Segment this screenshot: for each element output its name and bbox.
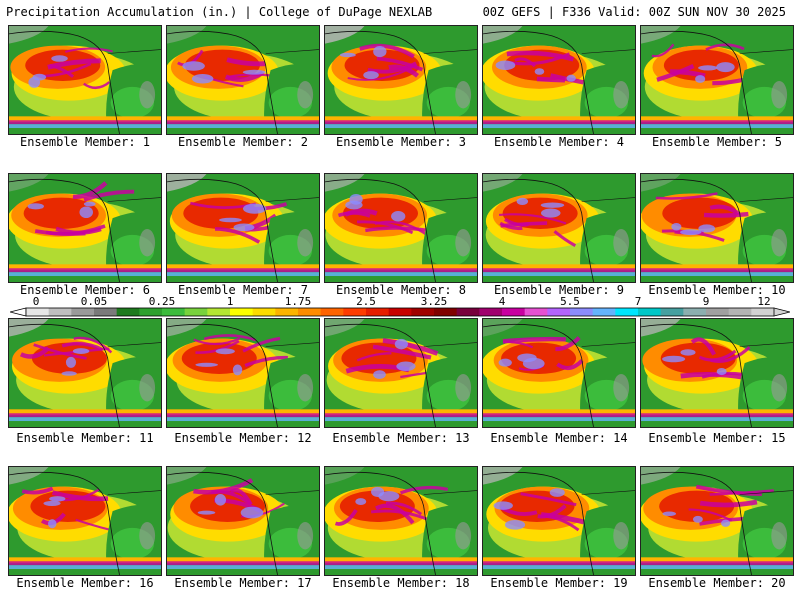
colorbar-tick-label: 2.5 (356, 296, 376, 308)
ensemble-member-label: Ensemble Member: 12 (174, 431, 312, 445)
colorbar-swatch (94, 308, 118, 316)
colorbar-swatch (298, 308, 322, 316)
colorbar-tick-label: 9 (703, 296, 710, 308)
colorbar-swatch (592, 308, 616, 316)
ensemble-map-panel (640, 25, 794, 135)
ensemble-member-label: Ensemble Member: 13 (332, 431, 470, 445)
colorbar-swatch (207, 308, 231, 316)
colorbar-tick-label: 7 (635, 296, 642, 308)
colorbar-swatch (343, 308, 367, 316)
ensemble-map-panel (640, 173, 794, 283)
ensemble-map-panel (482, 173, 636, 283)
colorbar-swatch (524, 308, 548, 316)
colorbar-tick-label: 0.05 (81, 296, 108, 308)
ensemble-member-label: Ensemble Member: 11 (16, 431, 154, 445)
ensemble-member-label: Ensemble Member: 20 (648, 576, 786, 590)
colorbar-swatch (275, 308, 299, 316)
ensemble-member-label: Ensemble Member: 15 (648, 431, 786, 445)
ensemble-map-panel (8, 25, 162, 135)
colorbar-max-arrow (773, 307, 790, 317)
ensemble-map-panel (482, 25, 636, 135)
ensemble-map-panel (324, 25, 478, 135)
colorbar-tick-label: 3.25 (421, 296, 448, 308)
colorbar-swatch (456, 308, 480, 316)
colorbar-tick-label: 5.5 (560, 296, 580, 308)
colorbar-swatch (638, 308, 662, 316)
colorbar-swatch (706, 308, 730, 316)
colorbar-swatch (252, 308, 276, 316)
colorbar-tick-label: 4 (499, 296, 506, 308)
ensemble-map-panel (324, 466, 478, 576)
colorbar-swatch (570, 308, 594, 316)
ensemble-map-panel (8, 173, 162, 283)
colorbar-swatch (230, 308, 254, 316)
colorbar-swatch (162, 308, 186, 316)
colorbar-swatch (751, 308, 775, 316)
ensemble-map-panel (324, 318, 478, 428)
colorbar-tick-label: 0 (33, 296, 40, 308)
ensemble-member-label: Ensemble Member: 18 (332, 576, 470, 590)
ensemble-member-label: Ensemble Member: 1 (19, 135, 151, 149)
ensemble-member-label: Ensemble Member: 9 (493, 283, 625, 297)
ensemble-map-panel (166, 318, 320, 428)
colorbar-swatch (502, 308, 526, 316)
colorbar-swatch (388, 308, 412, 316)
ensemble-member-label: Ensemble Member: 17 (174, 576, 312, 590)
ensemble-map-panel (166, 173, 320, 283)
colorbar-min-arrow (10, 307, 27, 317)
colorbar-swatch (615, 308, 639, 316)
ensemble-member-label: Ensemble Member: 5 (651, 135, 783, 149)
colorbar-swatch (320, 308, 344, 316)
colorbar-swatch (71, 308, 95, 316)
ensemble-member-label: Ensemble Member: 16 (16, 576, 154, 590)
ensemble-member-label: Ensemble Member: 6 (19, 283, 151, 297)
ensemble-member-label: Ensemble Member: 19 (490, 576, 628, 590)
page-title: Precipitation Accumulation (in.) | Colle… (6, 5, 433, 19)
ensemble-map-panel (640, 466, 794, 576)
ensemble-map-panel (166, 466, 320, 576)
ensemble-member-label: Ensemble Member: 4 (493, 135, 625, 149)
colorbar-swatch (479, 308, 503, 316)
ensemble-map-panel (8, 466, 162, 576)
colorbar-tick-label: 1.75 (285, 296, 312, 308)
ensemble-member-label: Ensemble Member: 7 (177, 283, 309, 297)
ensemble-map-panel (324, 173, 478, 283)
ensemble-map-panel (482, 318, 636, 428)
colorbar-tick-label: 1 (227, 296, 234, 308)
colorbar-swatch (660, 308, 684, 316)
colorbar-swatch (434, 308, 458, 316)
ensemble-member-label: Ensemble Member: 10 (648, 283, 786, 297)
colorbar-swatch (184, 308, 208, 316)
colorbar-swatch (683, 308, 707, 316)
ensemble-member-label: Ensemble Member: 14 (490, 431, 628, 445)
colorbar-swatch (116, 308, 140, 316)
colorbar-swatch (728, 308, 752, 316)
ensemble-map-panel (640, 318, 794, 428)
colorbar-tick-label: 12 (757, 296, 770, 308)
colorbar-swatch (139, 308, 163, 316)
colorbar-swatch (547, 308, 571, 316)
run-info: 00Z GEFS | F336 Valid: 00Z SUN NOV 30 20… (482, 5, 786, 19)
colorbar-swatch (366, 308, 390, 316)
ensemble-member-label: Ensemble Member: 2 (177, 135, 309, 149)
ensemble-member-label: Ensemble Member: 8 (335, 283, 467, 297)
ensemble-map-panel (482, 466, 636, 576)
ensemble-member-label: Ensemble Member: 3 (335, 135, 467, 149)
color-scale-bar: 0 0.05 0.25 1 1.75 2.5 3.25 4 5.5 7 9 12 (10, 296, 790, 317)
colorbar-swatch (26, 308, 50, 316)
ensemble-map-panel (166, 25, 320, 135)
colorbar-swatch (48, 308, 72, 316)
colorbar-tick-label: 0.25 (149, 296, 176, 308)
ensemble-map-panel (8, 318, 162, 428)
colorbar-swatch (411, 308, 435, 316)
